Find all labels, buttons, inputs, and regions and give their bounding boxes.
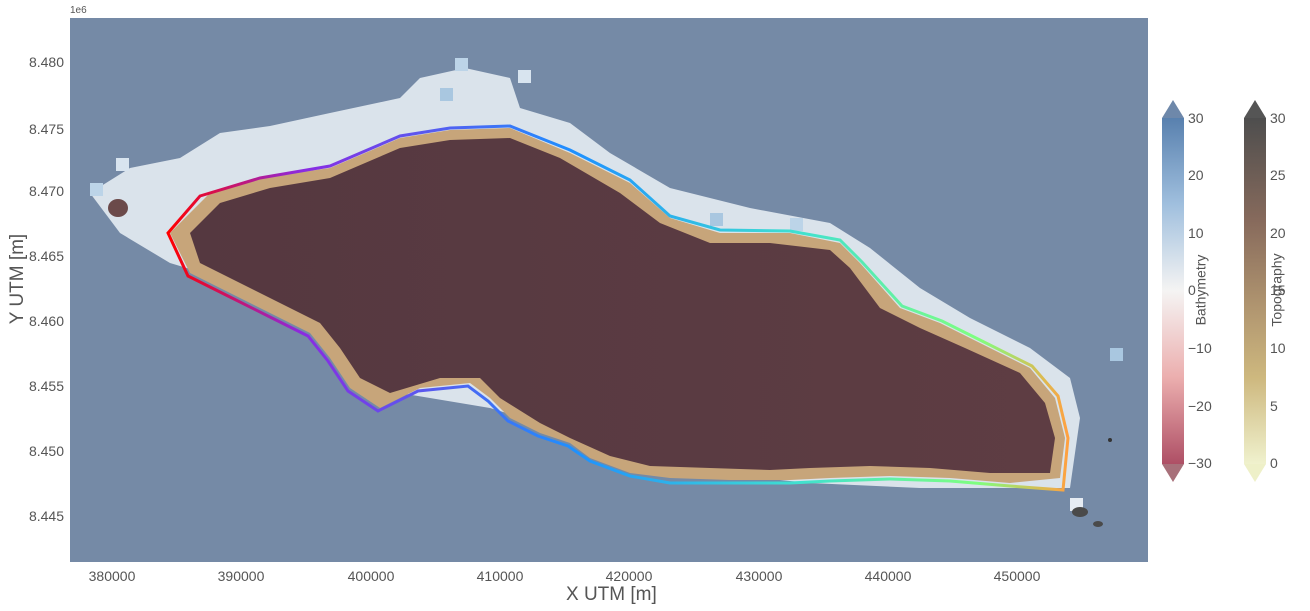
bathymetry-tick: 30 [1188, 110, 1204, 126]
y-tick: 8.475 [28, 121, 64, 137]
y-tick: 8.445 [28, 508, 64, 524]
topography-colorbar [1244, 100, 1266, 482]
y-tick: 8.470 [28, 183, 64, 199]
bathymetry-tick: −20 [1188, 398, 1212, 414]
southeast-islet [1072, 507, 1088, 517]
topography-tick: 20 [1270, 225, 1286, 241]
bathymetry-colorbar [1162, 100, 1184, 482]
y-tick: 8.460 [28, 313, 64, 329]
topography-label: Topography [1268, 253, 1285, 327]
x-tick: 410000 [476, 568, 524, 584]
x-tick: 420000 [605, 568, 653, 584]
island-map [90, 58, 1123, 527]
topography-tick: 0 [1270, 455, 1278, 471]
island-land [190, 138, 1055, 473]
y-tick: 8.480 [28, 54, 64, 70]
bathymetry-tick: −10 [1188, 340, 1212, 356]
map-plot-area[interactable] [70, 18, 1148, 562]
x-tick: 390000 [217, 568, 265, 584]
x-tick: 450000 [993, 568, 1041, 584]
y-tick: 8.465 [28, 248, 64, 264]
bathymetry-tick: −30 [1188, 455, 1212, 471]
topography-tick: 5 [1270, 398, 1278, 414]
y-tick: 8.455 [28, 378, 64, 394]
topography-tick: 25 [1270, 167, 1286, 183]
bathymetry-tick: 20 [1188, 167, 1204, 183]
topography-tick: 30 [1270, 110, 1286, 126]
bathymetry-label: Bathymetry [1191, 254, 1208, 326]
coastline-contour [166, 124, 1070, 492]
west-islet [108, 199, 128, 217]
topography-tick: 10 [1270, 340, 1286, 356]
y-tick: 8.450 [28, 443, 64, 459]
x-tick: 400000 [347, 568, 395, 584]
bathymetry-tick: 0 [1188, 282, 1196, 298]
x-tick: 440000 [864, 568, 912, 584]
x-axis-label: X UTM [m] [566, 584, 657, 605]
y-axis-label: Y UTM [m] [7, 233, 29, 325]
topography-tick: 15 [1270, 282, 1286, 298]
bathymetry-tick: 10 [1188, 225, 1204, 241]
x-tick: 380000 [88, 568, 136, 584]
y-axis-offset-label: 1e6 [70, 5, 87, 16]
x-tick: 430000 [735, 568, 783, 584]
